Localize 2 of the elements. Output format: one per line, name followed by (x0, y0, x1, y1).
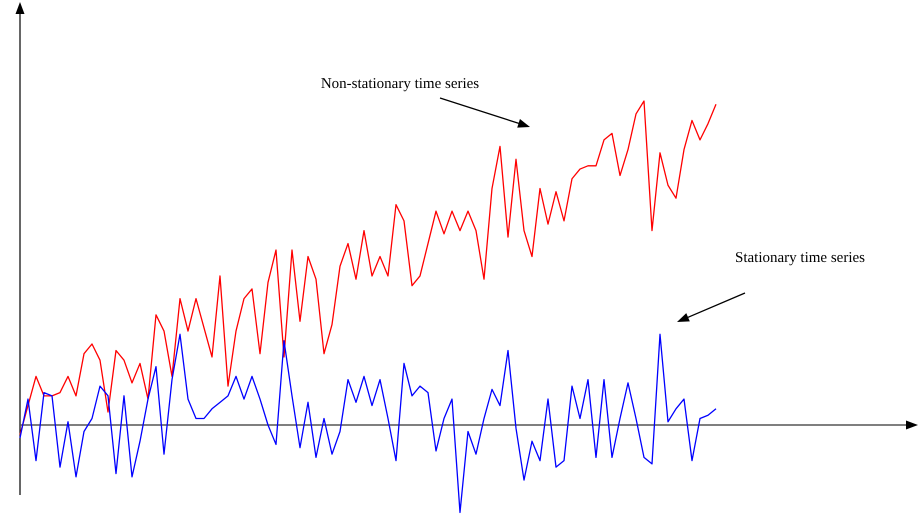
text: Non-stationary time series (320, 76, 480, 92)
text: Stationary time series (735, 250, 866, 266)
